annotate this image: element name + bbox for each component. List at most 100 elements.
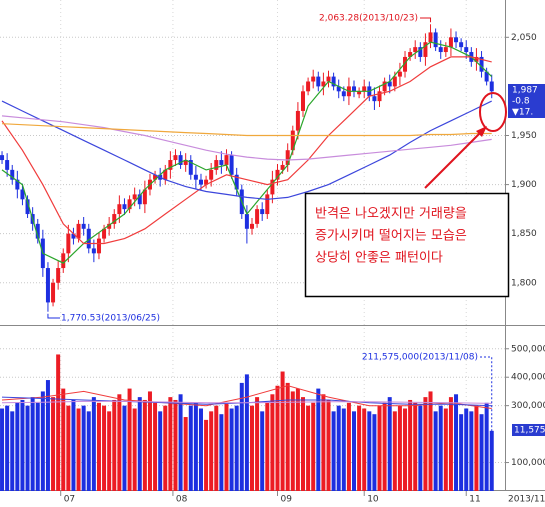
- candle-body: [316, 76, 321, 87]
- candle-body: [25, 199, 30, 215]
- volume-bar: [408, 399, 413, 491]
- volume-bar: [397, 405, 402, 491]
- volume-bar: [387, 397, 392, 491]
- candle-body: [336, 86, 341, 92]
- candle-body: [331, 76, 336, 87]
- volume-bar: [244, 374, 249, 491]
- volume-bar: [469, 411, 474, 491]
- volume-annotation: 211,575,000(2013/11/08): [362, 353, 478, 363]
- volume-bar: [10, 411, 15, 491]
- candle-body: [387, 81, 392, 87]
- volume-bar: [15, 402, 20, 491]
- volume-bar: [40, 391, 45, 491]
- volume-bar: [147, 391, 152, 491]
- volume-bar: [86, 411, 91, 491]
- candle-body: [341, 91, 346, 97]
- candle-body: [10, 169, 15, 180]
- candle-body: [224, 155, 229, 165]
- candle-body: [193, 174, 198, 180]
- candle-body: [479, 56, 484, 72]
- volume-bar: [290, 391, 295, 491]
- volume-bar: [249, 405, 254, 491]
- volume-bar: [403, 408, 408, 491]
- candle-body: [132, 194, 137, 200]
- volume-bar: [122, 405, 127, 491]
- candle-body: [198, 179, 203, 185]
- volume-bar: [127, 388, 132, 491]
- candle-body: [15, 179, 20, 190]
- candle-body: [229, 155, 234, 175]
- candle-body: [56, 268, 61, 283]
- candle-body: [464, 47, 469, 53]
- volume-tag: [512, 424, 545, 436]
- candle-body: [112, 214, 117, 224]
- candle-body: [244, 214, 249, 229]
- candle-body: [459, 42, 464, 48]
- candle-body: [392, 76, 397, 87]
- volume-bar: [438, 405, 443, 491]
- volume-bar: [454, 394, 459, 491]
- candle-body: [397, 71, 402, 77]
- moving-average: [1, 115, 492, 161]
- volume-bar: [163, 405, 168, 491]
- volume-bar: [30, 397, 35, 491]
- candle-body: [311, 76, 316, 82]
- volume-bar: [112, 399, 117, 491]
- volume-bar: [321, 394, 326, 491]
- volume-bar: [153, 402, 158, 491]
- annotation-leader: [47, 313, 60, 319]
- volume-bar: [331, 411, 336, 491]
- candle-body: [438, 47, 443, 53]
- price-tag-text: ▼17.: [512, 108, 533, 118]
- candle-body: [173, 155, 178, 161]
- candle-body: [20, 189, 25, 200]
- candle-body: [260, 209, 265, 215]
- volume-bar: [346, 402, 351, 491]
- highlight-circle: [479, 92, 507, 132]
- callout-box: [304, 192, 510, 298]
- arrow-head: [476, 126, 487, 137]
- candle-body: [183, 160, 188, 165]
- volume-bar: [484, 402, 489, 491]
- candle-body: [178, 155, 183, 165]
- volume-bar: [56, 354, 61, 491]
- candle-body: [234, 174, 239, 190]
- candle-body: [45, 268, 50, 303]
- price-tag-text: 1,987: [512, 86, 538, 96]
- price-tag-text: -0.8: [512, 97, 530, 107]
- volume-bar: [5, 405, 10, 491]
- volume-bar: [367, 411, 372, 491]
- volume-bar: [418, 405, 423, 491]
- volume-bar: [137, 397, 142, 491]
- candle-body: [71, 233, 76, 239]
- volume-bar: [229, 408, 234, 491]
- candle-body: [249, 223, 254, 229]
- candle-body: [219, 160, 224, 165]
- volume-bar: [188, 405, 193, 491]
- x-tick-label: 10: [367, 495, 379, 505]
- candle-body: [321, 81, 326, 87]
- candle-body: [443, 47, 448, 53]
- volume-bar: [76, 408, 81, 491]
- y-tick-label: 1,950: [511, 131, 537, 141]
- volume-average: [1, 385, 492, 409]
- volume-bar: [45, 380, 50, 491]
- volume-bar: [198, 408, 203, 491]
- volume-bar: [255, 397, 260, 491]
- volume-bar: [311, 402, 316, 491]
- volume-bar: [142, 399, 147, 491]
- volume-bar: [20, 399, 25, 491]
- candle-body: [5, 160, 10, 170]
- volume-bar: [382, 402, 387, 491]
- volume-bar: [102, 405, 107, 491]
- volume-bar: [35, 402, 40, 491]
- volume-bar: [96, 402, 101, 491]
- volume-bar: [66, 405, 71, 491]
- candle-body: [484, 71, 489, 82]
- y-tick-label: 300,000: [511, 401, 545, 411]
- volume-bar: [214, 405, 219, 491]
- candle-body: [377, 91, 382, 102]
- volume-bar: [91, 397, 96, 491]
